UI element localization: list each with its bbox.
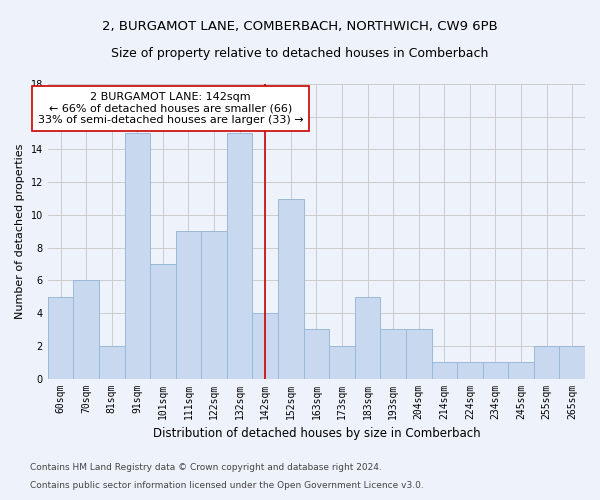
Bar — [99, 346, 125, 378]
Bar — [534, 346, 559, 378]
Bar — [380, 330, 406, 378]
Bar — [253, 313, 278, 378]
Bar — [406, 330, 431, 378]
Bar — [559, 346, 585, 378]
Bar — [482, 362, 508, 378]
Text: Size of property relative to detached houses in Comberbach: Size of property relative to detached ho… — [112, 48, 488, 60]
Bar — [355, 296, 380, 378]
Bar — [150, 264, 176, 378]
Text: 2 BURGAMOT LANE: 142sqm
← 66% of detached houses are smaller (66)
33% of semi-de: 2 BURGAMOT LANE: 142sqm ← 66% of detache… — [38, 92, 304, 125]
Bar — [457, 362, 482, 378]
Bar — [73, 280, 99, 378]
Bar — [227, 133, 253, 378]
Text: Contains HM Land Registry data © Crown copyright and database right 2024.: Contains HM Land Registry data © Crown c… — [30, 464, 382, 472]
Bar — [125, 133, 150, 378]
Bar — [48, 296, 73, 378]
X-axis label: Distribution of detached houses by size in Comberbach: Distribution of detached houses by size … — [152, 427, 480, 440]
Text: Contains public sector information licensed under the Open Government Licence v3: Contains public sector information licen… — [30, 481, 424, 490]
Bar — [508, 362, 534, 378]
Bar — [278, 198, 304, 378]
Y-axis label: Number of detached properties: Number of detached properties — [15, 144, 25, 319]
Bar — [431, 362, 457, 378]
Text: 2, BURGAMOT LANE, COMBERBACH, NORTHWICH, CW9 6PB: 2, BURGAMOT LANE, COMBERBACH, NORTHWICH,… — [102, 20, 498, 33]
Bar — [329, 346, 355, 378]
Bar — [176, 232, 201, 378]
Bar — [304, 330, 329, 378]
Bar — [201, 232, 227, 378]
